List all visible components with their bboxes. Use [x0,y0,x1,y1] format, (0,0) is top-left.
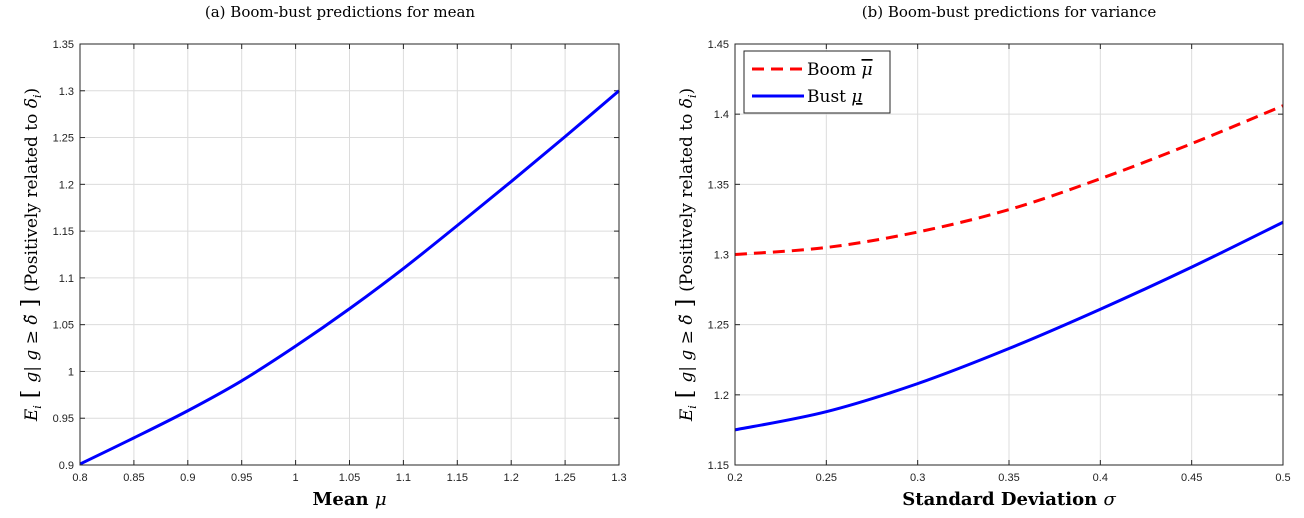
y-axis-label: Ei [ g| g ≥ δ̃ ] (Positively related to … [18,88,44,422]
y-tick-label: 1.2 [714,390,729,402]
x-tick-label: 0.85 [123,472,144,484]
y-tick-label: 1.2 [59,179,74,191]
legend-label-boom: Boom μ [807,60,873,80]
x-tick-label: 0.45 [1181,472,1202,484]
y-tick-label: 1.3 [714,250,729,262]
x-tick-label: 0.8 [72,472,87,484]
x-tick-label: 0.2 [727,472,742,484]
axes-box [734,43,1284,466]
y-tick-label: 1.25 [53,133,74,145]
y-tick-label: 1.45 [708,39,729,51]
legend-label-bust: Bust μ [807,87,862,107]
y-tick-label: 1.25 [708,320,729,332]
chart-panel-b: (b) Boom-bust predictions for variance 0.… [673,3,1291,510]
chart-panel-a: (a) Boom-bust predictions for mean 0.8 0.8… [18,3,627,510]
y-tick-label: 1.35 [708,179,729,191]
y-tick-label: 1.35 [53,39,74,51]
x-tick-label: 0.3 [910,472,925,484]
x-tick-label: 0.4 [1093,472,1108,484]
y-tick-label: 0.95 [53,413,74,425]
x-tick-label: 1.2 [504,472,519,484]
y-tick-label: 1.1 [59,273,74,285]
x-tick-label: 1.05 [339,472,360,484]
chart-title: (a) Boom-bust predictions for mean [205,3,476,21]
x-axis-label: Standard Deviation σ [902,489,1116,510]
legend: Boom μ Bust μ [743,50,891,114]
y-tick-label: 1.3 [59,86,74,98]
y-axis-label: Ei [ g| g ≥ δ̃ ] (Positively related to … [673,88,699,422]
x-tick-label: 1.3 [611,472,626,484]
x-tick-label: 0.95 [231,472,252,484]
y-tick-label: 1 [68,366,74,378]
y-tick-label: 1.15 [708,460,729,472]
x-tick-label: 1.25 [554,472,575,484]
x-tick-label: 0.25 [816,472,837,484]
series-line-bust [734,220,1284,432]
x-axis-label: Mean μ [312,489,386,510]
axes-box [79,43,620,466]
x-tick-label: 1 [293,472,299,484]
x-tick-label: 0.9 [180,472,195,484]
series-line [79,89,620,466]
x-tick-label: 1.15 [447,472,468,484]
y-tick-label: 0.9 [59,460,74,472]
y-tick-label: 1.15 [53,226,74,238]
x-tick-label: 1.1 [396,472,411,484]
chart-title: (b) Boom-bust predictions for variance [862,3,1157,21]
x-tick-label: 0.5 [1275,472,1290,484]
y-tick-label: 1.05 [53,320,74,332]
x-tick-label: 0.35 [998,472,1019,484]
legend-box [743,50,891,114]
y-tick-label: 1.4 [714,109,729,121]
